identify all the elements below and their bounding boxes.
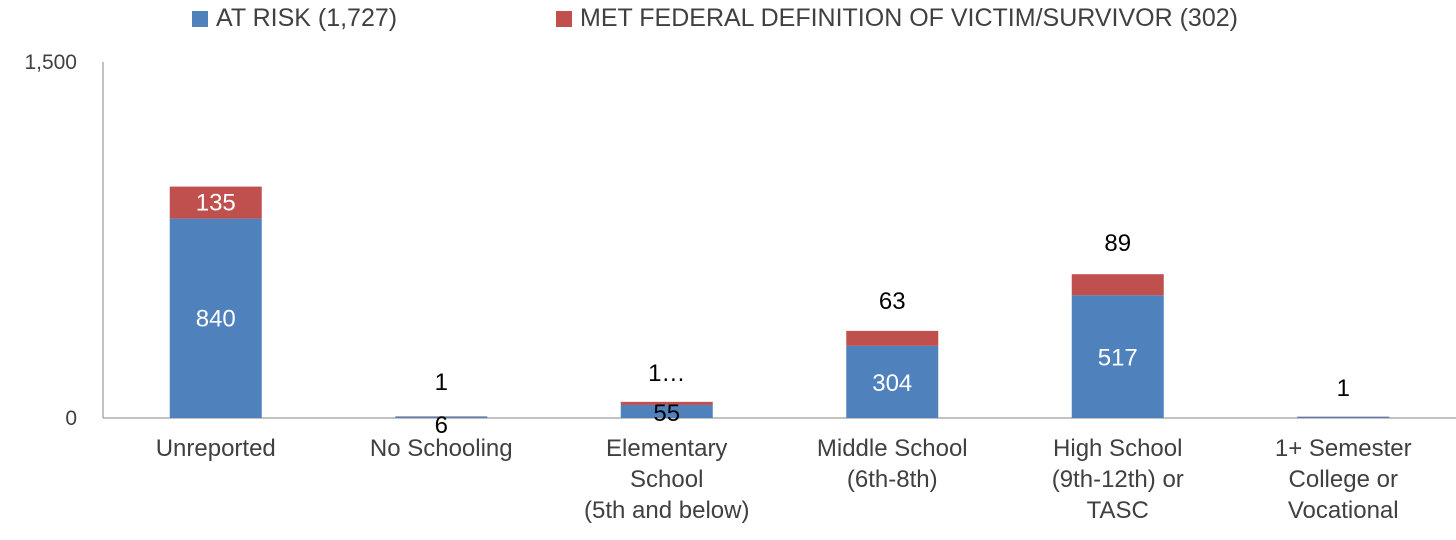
data-label-met-federal-definition: 1 <box>1337 375 1350 402</box>
x-tick-label: (5th and below) <box>584 497 749 524</box>
data-label-met-federal-definition: 63 <box>879 288 906 315</box>
x-tick-label: Middle School <box>817 435 968 462</box>
data-label-met-federal-definition: 89 <box>1104 230 1131 257</box>
x-tick-label: High School <box>1053 435 1182 462</box>
y-tick-label: 1,500 <box>24 51 77 74</box>
y-tick-label: 0 <box>65 407 77 430</box>
data-label-at-risk: 6 <box>435 412 448 439</box>
data-label-met-federal-definition: 135 <box>196 190 236 217</box>
x-tick-label: No Schooling <box>370 435 513 462</box>
x-tick-label: (9th-12th) or <box>1052 466 1184 493</box>
data-label-met-federal-definition: 1 <box>435 369 448 396</box>
bar-at-risk <box>395 416 488 418</box>
data-label-at-risk: 517 <box>1098 345 1138 372</box>
bar-met-federal-definition <box>846 330 939 346</box>
bar-met-federal-definition <box>620 401 713 405</box>
bar-at-risk <box>1297 416 1390 418</box>
x-tick-label: Unreported <box>156 435 276 462</box>
x-tick-label: Elementary <box>606 435 727 462</box>
x-tick-label: TASC <box>1087 497 1149 524</box>
bar-at-risk <box>846 345 939 418</box>
x-tick-label: (6th-8th) <box>847 466 938 493</box>
legend-item-met-federal-definition: MET FEDERAL DEFINITION OF VICTIM/SURVIVO… <box>556 4 1238 33</box>
x-tick-label: School <box>630 466 703 493</box>
legend-label-met-federal-definition: MET FEDERAL DEFINITION OF VICTIM/SURVIVO… <box>580 4 1238 32</box>
data-label-at-risk: 840 <box>196 305 236 332</box>
legend-swatch-at-risk <box>192 10 208 27</box>
bar-at-risk <box>620 404 713 418</box>
bar-met-federal-definition <box>1071 274 1164 296</box>
bar-met-federal-definition <box>169 186 262 219</box>
bar-at-risk <box>1071 295 1164 418</box>
legend-label-at-risk: AT RISK (1,727) <box>216 4 398 32</box>
x-tick-label: Vocational <box>1288 497 1399 524</box>
legend-item-at-risk: AT RISK (1,727) <box>192 4 397 33</box>
bar-at-risk <box>169 218 262 418</box>
legend-swatch-met-federal-definition <box>556 10 572 27</box>
data-label-met-federal-definition: 1… <box>648 360 685 387</box>
legend: AT RISK (1,727) MET FEDERAL DEFINITION O… <box>0 4 1456 44</box>
data-label-at-risk: 55 <box>653 400 680 427</box>
x-tick-label: 1+ Semester <box>1275 435 1412 462</box>
x-tick-label: College or <box>1289 466 1398 493</box>
data-label-at-risk: 304 <box>872 370 912 397</box>
